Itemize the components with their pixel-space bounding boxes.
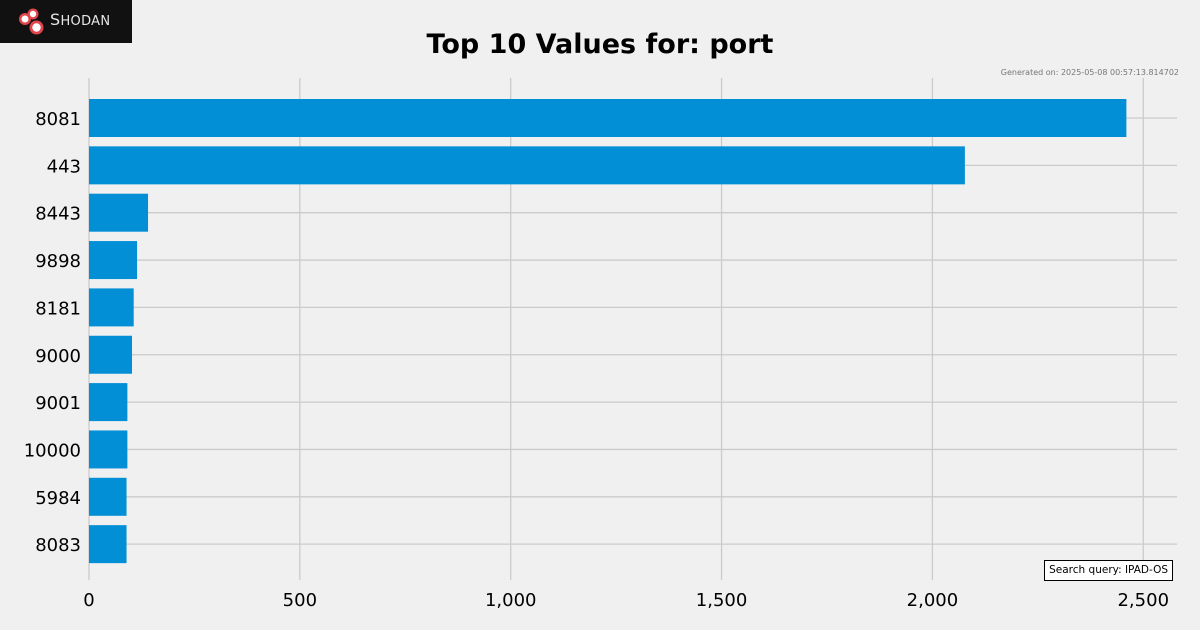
logo-text-rest: HODAN <box>60 14 111 29</box>
x-tick-label: 1,000 <box>485 590 537 611</box>
bar-8083 <box>89 525 127 564</box>
bar-443 <box>89 146 965 185</box>
y-tick-label: 8181 <box>35 298 81 319</box>
y-tick-label: 8443 <box>35 204 81 225</box>
y-tick-label: 5984 <box>35 488 81 509</box>
chart-title: Top 10 Values for: port <box>426 29 774 60</box>
y-tick-label: 8083 <box>35 535 81 556</box>
x-tick-label: 1,500 <box>696 590 748 611</box>
x-tick-label: 2,500 <box>1117 590 1169 611</box>
generated-timestamp: Generated on: 2025-05-08 00:57:13.814702 <box>1000 68 1179 77</box>
bar-8443 <box>89 193 149 232</box>
search-query-label: Search query: IPAD-OS <box>1044 560 1173 581</box>
x-tick-label: 500 <box>283 590 317 611</box>
y-tick-label: 8081 <box>35 109 81 130</box>
bar-9898 <box>89 241 138 280</box>
shodan-logo[interactable]: SHODAN <box>0 0 132 43</box>
y-tick-label: 9898 <box>35 251 81 272</box>
bar-5984 <box>89 477 127 516</box>
x-tick-label: 2,000 <box>907 590 959 611</box>
y-tick-label: 10000 <box>24 440 81 461</box>
bar-10000 <box>89 430 128 469</box>
y-tick-label: 9001 <box>35 393 81 414</box>
bar-9001 <box>89 383 128 422</box>
y-tick-label: 9000 <box>35 346 81 367</box>
bar-8081 <box>89 99 1127 137</box>
bar-8181 <box>89 288 134 327</box>
shodan-logo-text: SHODAN <box>50 10 110 32</box>
x-tick-label: 0 <box>83 590 94 611</box>
shodan-logo-icon <box>19 8 44 35</box>
logo-text-first: S <box>50 10 61 29</box>
bar-9000 <box>89 335 133 374</box>
y-tick-label: 443 <box>47 156 81 177</box>
